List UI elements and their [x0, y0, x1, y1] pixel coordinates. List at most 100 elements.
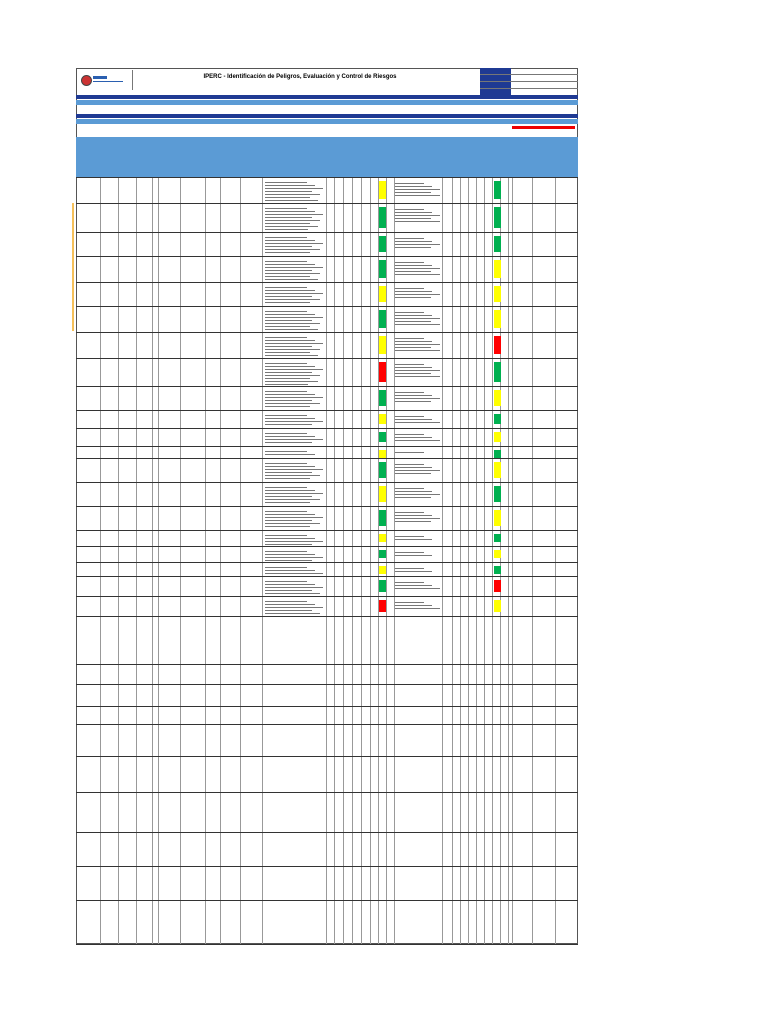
table-row: [76, 706, 578, 707]
table-column-divider: [152, 177, 153, 944]
table-column-divider: [378, 177, 379, 944]
hazard-description-text: [265, 285, 325, 305]
logo-bar-icon: [93, 76, 107, 79]
table-column-divider: [500, 177, 501, 944]
control-measures-text: [395, 550, 443, 558]
control-measures-text: [395, 336, 443, 353]
table-row: [76, 256, 578, 257]
hazard-description-text: [265, 599, 325, 616]
residual-risk-level-cell: [494, 566, 501, 574]
table-column-divider: [555, 177, 556, 944]
initial-risk-level-cell: [379, 260, 386, 278]
table-row: [76, 282, 578, 283]
residual-risk-level-cell: [494, 580, 501, 592]
table-column-divider: [343, 177, 344, 944]
control-measures-text: [395, 286, 443, 300]
table-row: [76, 332, 578, 333]
residual-risk-level-cell: [494, 207, 501, 228]
residual-risk-level-cell: [494, 390, 501, 406]
table-row: [76, 866, 578, 867]
table-column-divider: [326, 177, 327, 944]
company-logo: [78, 70, 133, 90]
initial-risk-level-cell: [379, 181, 386, 199]
control-measures-text: [395, 236, 443, 250]
initial-risk-level-cell: [379, 236, 386, 252]
table-column-divider: [180, 177, 181, 944]
highlight-marker: [72, 203, 74, 331]
initial-risk-level-cell: [379, 432, 386, 442]
residual-risk-level-cell: [494, 550, 501, 558]
control-measures-text: [395, 432, 443, 443]
table-row: [76, 232, 578, 233]
hazard-description-text: [265, 565, 325, 576]
residual-risk-level-cell: [494, 486, 501, 502]
table-column-divider: [136, 177, 137, 944]
hazard-description-text: [265, 509, 325, 529]
residual-risk-level-cell: [494, 260, 501, 278]
hazard-description-text: [265, 335, 325, 358]
initial-risk-level-cell: [379, 336, 386, 354]
meta-row: [480, 75, 578, 82]
table-column-divider: [512, 177, 513, 944]
table-row: [76, 562, 578, 563]
table-row: [76, 832, 578, 833]
table-row: [76, 944, 578, 945]
initial-risk-level-cell: [379, 462, 386, 478]
residual-risk-level-cell: [494, 510, 501, 526]
alert-bar: [512, 126, 575, 129]
control-measures-text: [395, 600, 443, 611]
table-column-divider: [158, 177, 159, 944]
table-column-divider: [460, 177, 461, 944]
table-column-divider: [394, 177, 395, 944]
initial-risk-level-cell: [379, 207, 386, 228]
residual-risk-level-cell: [494, 600, 501, 612]
meta-row: [480, 68, 578, 75]
initial-risk-level-cell: [379, 580, 386, 592]
table-row: [76, 306, 578, 307]
table-column-divider: [240, 177, 241, 944]
initial-risk-level-cell: [379, 390, 386, 406]
initial-risk-level-cell: [379, 486, 386, 502]
table-row: [76, 458, 578, 459]
hazard-description-text: [265, 431, 325, 445]
document-title: IPERC - Identificación de Peligros, Eval…: [203, 74, 397, 80]
control-measures-text: [395, 450, 443, 455]
initial-risk-level-cell: [379, 414, 386, 424]
residual-risk-level-cell: [494, 362, 501, 382]
hazard-description-text: [265, 579, 325, 596]
section-band-process: [76, 114, 578, 118]
control-measures-text: [395, 486, 443, 500]
table-column-divider: [334, 177, 335, 944]
control-measures-text: [395, 534, 443, 542]
table-column-divider: [352, 177, 353, 944]
table-row: [76, 177, 578, 178]
hazard-description-text: [265, 309, 325, 332]
table-column-header-band: [76, 137, 578, 177]
control-measures-text: [395, 462, 443, 476]
initial-risk-level-cell: [379, 534, 386, 542]
table-row: [76, 482, 578, 483]
hazard-description-text: [265, 533, 325, 547]
hazard-description-text: [265, 259, 325, 282]
table-row: [76, 900, 578, 901]
hazard-description-text: [265, 461, 325, 481]
table-row: [76, 664, 578, 665]
logo-line-icon: [93, 81, 123, 82]
control-measures-text: [395, 310, 443, 327]
table-row: [76, 358, 578, 359]
table-column-divider: [492, 177, 493, 944]
table-column-divider: [442, 177, 443, 944]
table-column-divider: [386, 177, 387, 944]
section-subband: [76, 119, 578, 124]
control-measures-text: [395, 414, 443, 425]
hazard-description-text: [265, 485, 325, 505]
table-column-divider: [118, 177, 119, 944]
initial-risk-level-cell: [379, 310, 386, 328]
table-column-divider: [262, 177, 263, 944]
hazard-description-text: [265, 389, 325, 409]
residual-risk-level-cell: [494, 310, 501, 328]
table-column-divider: [468, 177, 469, 944]
table-row: [76, 428, 578, 429]
control-measures-text: [395, 510, 443, 524]
control-measures-text: [395, 181, 443, 198]
